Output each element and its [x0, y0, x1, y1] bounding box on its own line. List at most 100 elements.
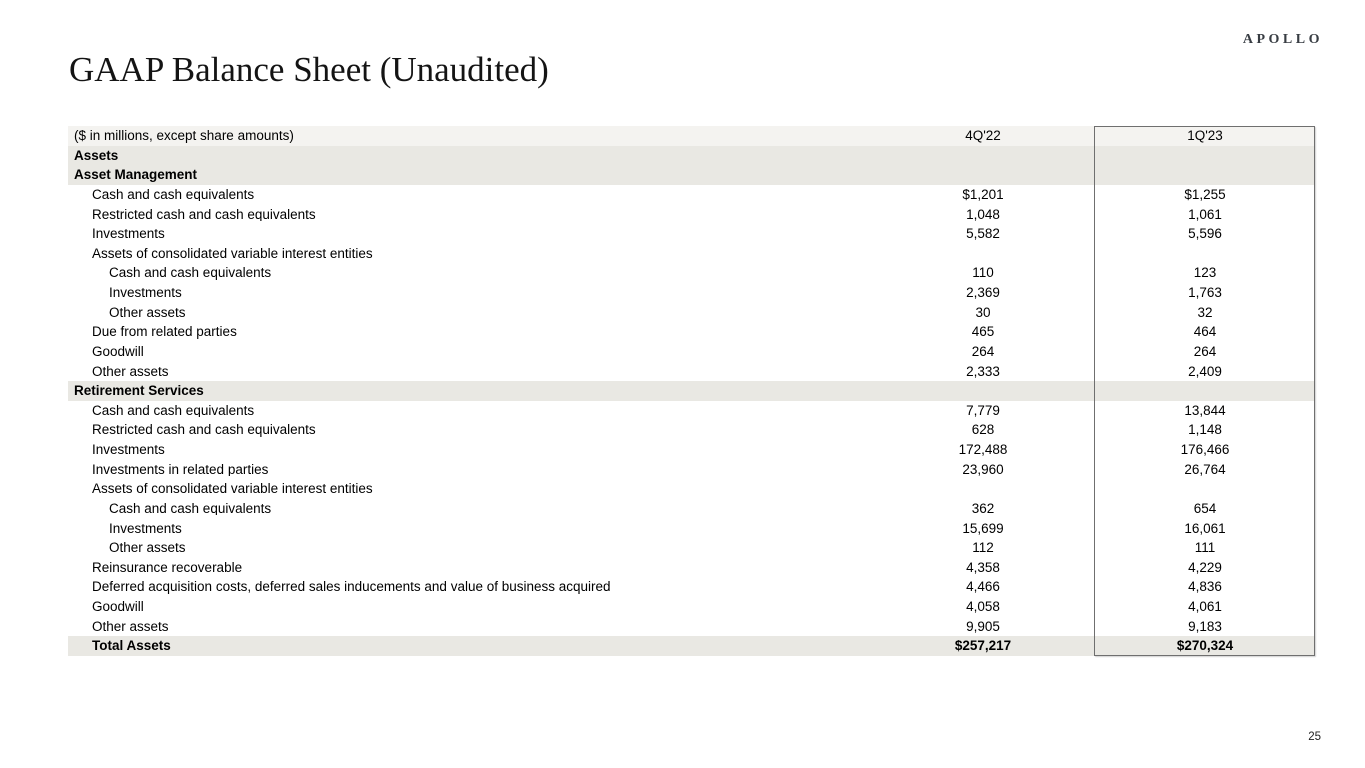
table-row: Goodwill 264 264 [68, 342, 1315, 362]
table-row: Investments 2,369 1,763 [68, 283, 1315, 303]
row-value-4q22: 4,358 [966, 559, 1000, 575]
table-row: Assets [68, 145, 1315, 166]
table-row: Investments 15,699 16,061 [68, 519, 1315, 539]
page-number: 25 [1308, 731, 1321, 743]
row-value-4q22: 23,960 [962, 461, 1004, 477]
row-label: Goodwill [92, 600, 144, 614]
table-row: Reinsurance recoverable 4,358 4,229 [68, 558, 1315, 578]
column-header-4q22: 4Q'22 [965, 128, 1001, 144]
row-value-4q22: 628 [971, 422, 995, 438]
row-value-1q23: 123 [1193, 265, 1217, 281]
table-row: Other assets 30 32 [68, 303, 1315, 323]
row-label: Other assets [92, 619, 169, 634]
row-value-4q22: 2,333 [966, 363, 1000, 379]
row-value-1q23: 2,409 [1188, 363, 1222, 379]
units-note: ($ in millions, except share amounts) [74, 129, 294, 143]
row-value-1q23: 9,183 [1188, 618, 1222, 634]
row-value-4q22: 7,779 [966, 402, 1000, 418]
row-label: Assets of consolidated variable interest… [92, 482, 373, 496]
row-label: Restricted cash and cash equivalents [92, 207, 316, 222]
table-row: Retirement Services [68, 381, 1315, 401]
row-value-4q22: $1,201 [962, 186, 1004, 202]
row-value-1q23: 264 [1193, 343, 1217, 359]
row-value-1q23: 111 [1194, 540, 1216, 556]
page-title: GAAP Balance Sheet (Unaudited) [69, 50, 549, 89]
row-value-4q22: 4,466 [966, 579, 1000, 595]
row-label: Other assets [109, 305, 186, 320]
row-label: Cash and cash equivalents [92, 403, 255, 418]
row-value-1q23: 16,061 [1184, 520, 1226, 536]
table-row: Total Assets $257,217 $270,324 [68, 636, 1315, 656]
row-label: Other assets [92, 364, 169, 379]
row-value-1q23: $1,255 [1184, 186, 1226, 202]
row-label: Investments [109, 521, 182, 536]
table-row: Other assets 2,333 2,409 [68, 362, 1315, 382]
table-row: Due from related parties 465 464 [68, 322, 1315, 342]
row-value-4q22: 2,369 [966, 285, 1000, 301]
row-label: Investments [109, 286, 182, 300]
table-row: Cash and cash equivalents 110 123 [68, 263, 1315, 283]
row-label: Total Assets [92, 639, 171, 653]
table-row: Deferred acquisition costs, deferred sal… [68, 577, 1315, 597]
row-value-1q23: 4,836 [1188, 579, 1222, 595]
row-value-4q22: $257,217 [954, 638, 1012, 654]
table-body: Assets Asset Management Cash and cash equi… [68, 145, 1315, 656]
row-value-1q23: 26,764 [1184, 461, 1226, 477]
row-value-4q22: 9,905 [966, 618, 1000, 634]
row-value-4q22: 5,582 [966, 226, 1000, 242]
row-value-1q23: 1,148 [1188, 422, 1222, 438]
row-value-1q23: 4,061 [1188, 599, 1222, 615]
table-row: Investments 5,582 5,596 [68, 224, 1315, 244]
table-row: Goodwill 4,058 4,061 [68, 597, 1315, 617]
column-header-1q23: 1Q'23 [1187, 128, 1223, 144]
table-row: Other assets 9,905 9,183 [68, 617, 1315, 637]
row-value-1q23: $270,324 [1176, 638, 1234, 654]
row-value-4q22: 15,699 [962, 520, 1004, 536]
table-row: Cash and cash equivalents 7,779 13,844 [68, 401, 1315, 421]
row-label: Assets of consolidated variable interest… [92, 246, 373, 261]
row-label: Investments [92, 443, 165, 457]
row-value-1q23: 1,763 [1188, 285, 1222, 301]
row-label: Other assets [109, 541, 186, 555]
row-label: Investments in related parties [92, 462, 269, 477]
row-value-4q22: 172,488 [958, 442, 1008, 458]
table-row: Asset Management [68, 165, 1315, 185]
row-label: Deferred acquisition costs, deferred sal… [92, 580, 611, 594]
table-row: Restricted cash and cash equivalents 628 1… [68, 420, 1315, 440]
row-value-4q22: 30 [975, 304, 991, 320]
table-header-row: ($ in millions, except share amounts) 4Q… [68, 126, 1315, 146]
row-value-1q23: 13,844 [1184, 402, 1226, 418]
row-value-1q23: 1,061 [1188, 206, 1222, 222]
table-row: Cash and cash equivalents $1,201 $1,255 [68, 185, 1315, 205]
row-value-4q22: 112 [972, 540, 994, 556]
table-row: Investments 172,488 176,466 [68, 440, 1315, 460]
row-label: Due from related parties [92, 325, 237, 339]
apollo-logo: APOLLO [1242, 32, 1323, 47]
row-value-4q22: 1,048 [966, 206, 1000, 222]
table-row: Cash and cash equivalents 362 654 [68, 499, 1315, 519]
row-value-1q23: 464 [1193, 324, 1217, 340]
row-value-1q23: 4,229 [1188, 559, 1222, 575]
row-label: Asset Management [74, 168, 198, 182]
row-label: Cash and cash equivalents [92, 187, 255, 202]
balance-sheet-table: ($ in millions, except share amounts) 4Q… [68, 126, 1315, 656]
table-row: Assets of consolidated variable interest… [68, 244, 1315, 264]
row-value-1q23: 5,596 [1188, 226, 1222, 242]
table-row: Other assets 112 111 [68, 538, 1315, 558]
row-value-1q23: 32 [1197, 304, 1213, 320]
row-value-4q22: 4,058 [966, 599, 1000, 615]
row-label: Cash and cash equivalents [109, 266, 272, 280]
row-value-1q23: 654 [1193, 500, 1217, 516]
row-label: Restricted cash and cash equivalents [92, 423, 316, 437]
row-value-1q23: 176,466 [1180, 442, 1230, 458]
table-row: Restricted cash and cash equivalents 1,04… [68, 205, 1315, 225]
row-label: Reinsurance recoverable [92, 560, 243, 575]
row-value-4q22: 110 [972, 265, 994, 281]
row-label: Retirement Services [74, 384, 204, 398]
row-label: Assets [74, 148, 119, 163]
table-row: Investments in related parties 23,960 26,7… [68, 460, 1315, 480]
row-label: Cash and cash equivalents [109, 501, 272, 516]
table-row: Assets of consolidated variable interest… [68, 479, 1315, 499]
row-label: Investments [92, 227, 165, 241]
row-value-4q22: 465 [971, 324, 995, 340]
